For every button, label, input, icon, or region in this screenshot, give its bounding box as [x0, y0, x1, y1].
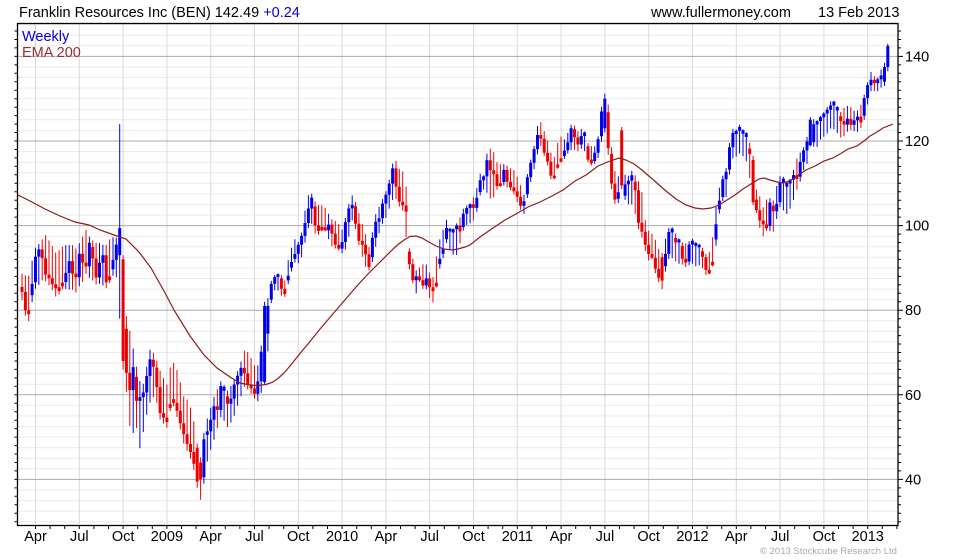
svg-text:120: 120	[905, 134, 929, 150]
svg-text:Jul: Jul	[771, 529, 790, 545]
svg-text:2011: 2011	[502, 529, 533, 545]
svg-text:Apr: Apr	[725, 529, 748, 545]
svg-text:Franklin Resources Inc (BEN) 1: Franklin Resources Inc (BEN) 142.49 +0.2…	[19, 5, 300, 21]
svg-text:40: 40	[905, 472, 921, 488]
svg-text:13 Feb 2013: 13 Feb 2013	[818, 5, 899, 21]
svg-text:2009: 2009	[151, 529, 183, 545]
svg-text:Jul: Jul	[245, 529, 264, 545]
svg-text:60: 60	[905, 388, 921, 404]
svg-text:Apr: Apr	[199, 529, 222, 545]
svg-text:Oct: Oct	[813, 529, 836, 545]
svg-text:© 2013 Stockcube Research Ltd: © 2013 Stockcube Research Ltd	[760, 546, 897, 557]
svg-text:100: 100	[905, 219, 929, 235]
svg-text:Jul: Jul	[70, 529, 89, 545]
svg-text:Oct: Oct	[462, 529, 485, 545]
svg-text:www.fullermoney.com: www.fullermoney.com	[650, 5, 791, 21]
svg-text:Jul: Jul	[420, 529, 439, 545]
svg-text:80: 80	[905, 303, 921, 319]
svg-text:Jul: Jul	[596, 529, 615, 545]
svg-text:Weekly: Weekly	[22, 29, 70, 45]
svg-text:140: 140	[905, 49, 929, 65]
svg-text:Oct: Oct	[637, 529, 660, 545]
svg-text:Apr: Apr	[24, 529, 47, 545]
svg-text:2013: 2013	[852, 529, 884, 545]
svg-text:EMA 200: EMA 200	[22, 45, 81, 61]
svg-text:Apr: Apr	[550, 529, 573, 545]
svg-text:2010: 2010	[326, 529, 358, 545]
svg-text:Oct: Oct	[287, 529, 310, 545]
svg-text:Oct: Oct	[112, 529, 135, 545]
svg-text:2012: 2012	[676, 529, 708, 545]
svg-text:Apr: Apr	[375, 529, 398, 545]
